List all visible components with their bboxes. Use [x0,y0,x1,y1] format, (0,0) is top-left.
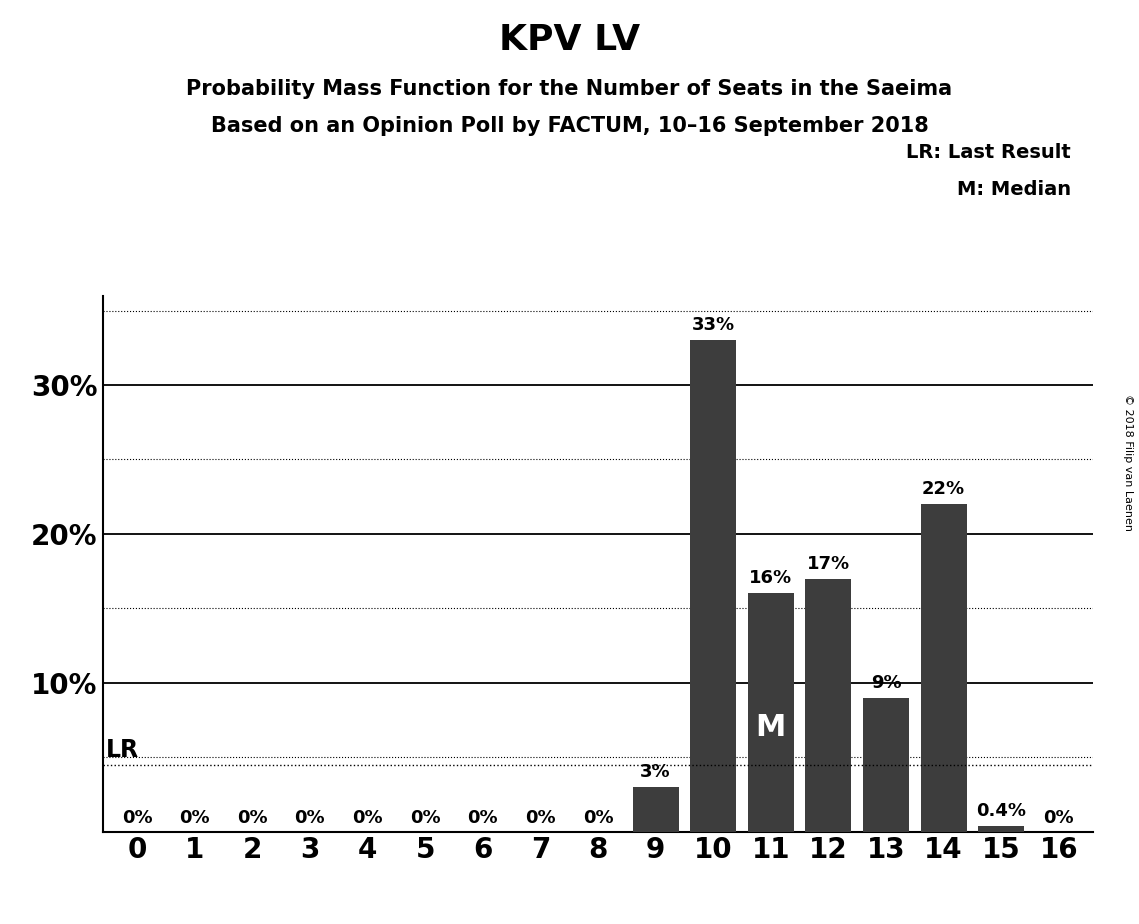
Text: 16%: 16% [749,569,793,588]
Text: 0%: 0% [1043,809,1074,827]
Text: 0.4%: 0.4% [976,802,1026,820]
Bar [920,505,967,832]
Text: 0%: 0% [237,809,268,827]
Text: LR: Last Result: LR: Last Result [906,143,1071,163]
Text: 0%: 0% [525,809,556,827]
Text: LR: LR [106,738,139,762]
Bar [748,593,794,832]
Text: 0%: 0% [179,809,210,827]
Text: 22%: 22% [923,480,965,498]
Text: 3%: 3% [640,763,671,781]
Text: 17%: 17% [806,554,850,573]
Text: KPV LV: KPV LV [499,23,640,57]
Text: 0%: 0% [352,809,383,827]
Text: M: Median: M: Median [957,180,1071,200]
Text: 9%: 9% [870,674,901,692]
Bar [863,698,909,832]
Text: 0%: 0% [295,809,326,827]
Text: 0%: 0% [583,809,613,827]
Bar [690,340,736,832]
Text: 0%: 0% [122,809,153,827]
Text: Based on an Opinion Poll by FACTUM, 10–16 September 2018: Based on an Opinion Poll by FACTUM, 10–1… [211,116,928,136]
Text: Probability Mass Function for the Number of Seats in the Saeima: Probability Mass Function for the Number… [187,79,952,99]
Bar [805,578,852,832]
Bar [978,826,1024,832]
Bar [632,787,679,832]
Text: M: M [755,713,786,742]
Text: 0%: 0% [467,809,498,827]
Text: 0%: 0% [410,809,441,827]
Text: © 2018 Filip van Laenen: © 2018 Filip van Laenen [1123,394,1133,530]
Text: 33%: 33% [691,316,735,334]
